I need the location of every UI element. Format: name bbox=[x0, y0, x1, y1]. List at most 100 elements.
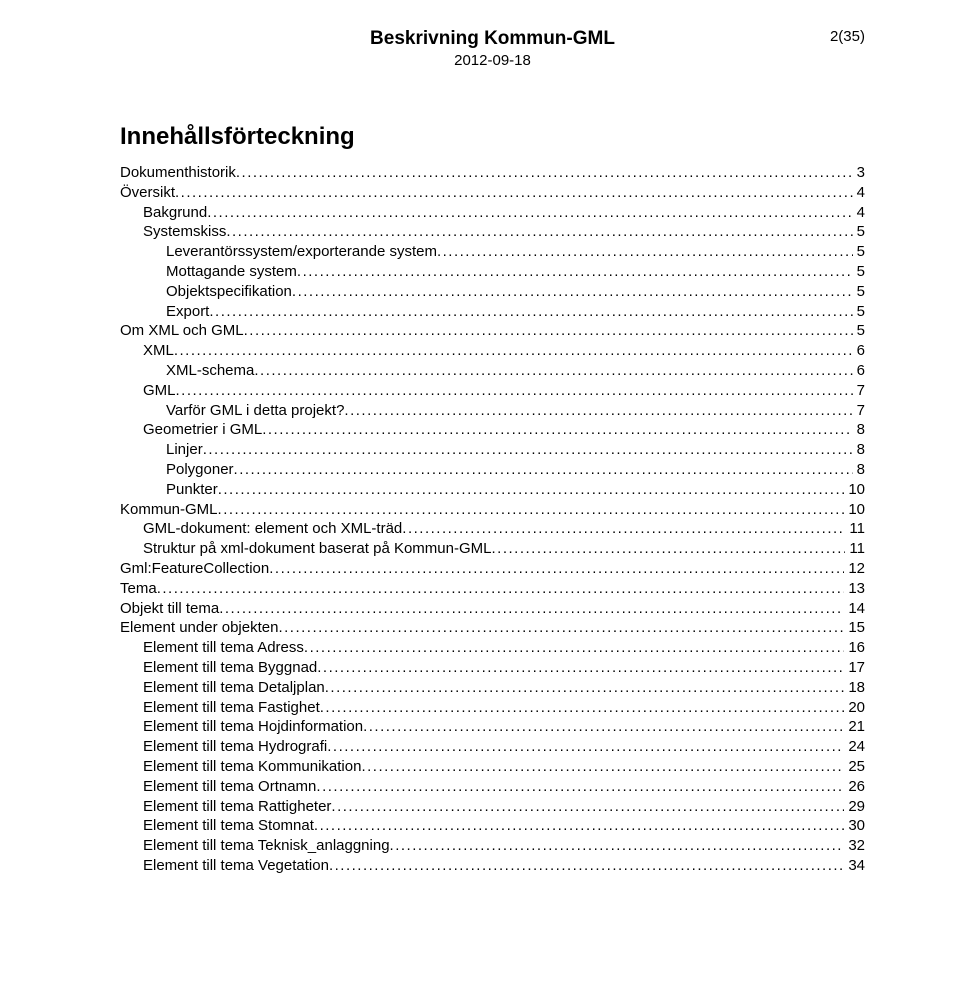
toc-entry-label: Systemskiss bbox=[143, 222, 226, 242]
toc-entry-label: Linjer bbox=[166, 440, 203, 460]
toc-entry[interactable]: Varför GML i detta projekt?7 bbox=[120, 401, 865, 421]
toc-entry[interactable]: Om XML och GML5 bbox=[120, 321, 865, 341]
toc-entry-page: 7 bbox=[853, 381, 865, 401]
toc-entry-label: Gml:FeatureCollection bbox=[120, 559, 269, 579]
toc-dots bbox=[316, 777, 844, 797]
toc-entry[interactable]: Tema13 bbox=[120, 579, 865, 599]
toc-entry-label: Översikt bbox=[120, 183, 175, 203]
toc-entry-label: Mottagande system bbox=[166, 262, 297, 282]
toc-entry[interactable]: Element till tema Hydrografi24 bbox=[120, 737, 865, 757]
toc-entry-page: 10 bbox=[844, 480, 865, 500]
toc-entry-label: Element till tema Hojdinformation bbox=[143, 717, 363, 737]
toc-entry-label: Tema bbox=[120, 579, 157, 599]
toc-dots bbox=[390, 836, 845, 856]
toc-entry[interactable]: Linjer 8 bbox=[120, 440, 865, 460]
toc-dots bbox=[363, 717, 844, 737]
toc-entry-page: 34 bbox=[844, 856, 865, 876]
toc-dots bbox=[219, 599, 844, 619]
toc-entry-label: Element till tema Kommunikation bbox=[143, 757, 361, 777]
toc-entry[interactable]: Punkter10 bbox=[120, 480, 865, 500]
toc-entry[interactable]: Struktur på xml-dokument baserat på Komm… bbox=[120, 539, 865, 559]
toc-entry[interactable]: Element till tema Detaljplan18 bbox=[120, 678, 865, 698]
toc-entry[interactable]: Kommun-GML 10 bbox=[120, 500, 865, 520]
toc-dots bbox=[218, 480, 845, 500]
toc-entry-page: 6 bbox=[853, 341, 865, 361]
toc-entry-label: Polygoner bbox=[166, 460, 234, 480]
toc-dots bbox=[157, 579, 845, 599]
toc-entry-label: Bakgrund bbox=[143, 203, 207, 223]
toc-dots bbox=[254, 361, 852, 381]
toc-entry[interactable]: GML 7 bbox=[120, 381, 865, 401]
toc-dots bbox=[402, 519, 845, 539]
toc-entry[interactable]: Element till tema Teknisk_anlaggning32 bbox=[120, 836, 865, 856]
toc-entry[interactable]: Export5 bbox=[120, 302, 865, 322]
toc-entry-label: GML bbox=[143, 381, 176, 401]
toc-entry-page: 8 bbox=[853, 460, 865, 480]
toc-entry-page: 8 bbox=[853, 440, 865, 460]
page: Beskrivning Kommun-GML 2(35) 2012-09-18 … bbox=[0, 0, 960, 990]
toc-entry[interactable]: Objektspecifikation5 bbox=[120, 282, 865, 302]
toc-entry-label: XML-schema bbox=[166, 361, 254, 381]
toc-entry[interactable]: Dokumenthistorik3 bbox=[120, 163, 865, 183]
toc-entry-label: Export bbox=[166, 302, 209, 322]
toc-entry[interactable]: Gml:FeatureCollection 12 bbox=[120, 559, 865, 579]
toc-entry[interactable]: Element till tema Byggnad 17 bbox=[120, 658, 865, 678]
toc-entry-label: Geometrier i GML bbox=[143, 420, 262, 440]
toc-dots bbox=[244, 321, 853, 341]
toc-entry-label: Element till tema Ortnamn bbox=[143, 777, 316, 797]
toc-entry[interactable]: GML-dokument: element och XML-träd11 bbox=[120, 519, 865, 539]
toc-entry[interactable]: Systemskiss5 bbox=[120, 222, 865, 242]
toc-entry[interactable]: Element till tema Rattigheter29 bbox=[120, 797, 865, 817]
toc-entry-page: 12 bbox=[844, 559, 865, 579]
toc-dots bbox=[297, 262, 853, 282]
toc-entry[interactable]: XML-schema6 bbox=[120, 361, 865, 381]
toc-dots bbox=[327, 737, 844, 757]
toc-entry[interactable]: Element till tema Vegetation34 bbox=[120, 856, 865, 876]
toc-entry[interactable]: Element till tema Hojdinformation21 bbox=[120, 717, 865, 737]
toc-entry[interactable]: Geometrier i GML8 bbox=[120, 420, 865, 440]
toc-entry[interactable]: Element under objekten15 bbox=[120, 618, 865, 638]
toc-dots bbox=[234, 460, 853, 480]
toc-dots bbox=[262, 420, 852, 440]
toc-dots bbox=[320, 698, 845, 718]
toc-entry-page: 11 bbox=[845, 519, 865, 539]
toc-entry-page: 10 bbox=[844, 500, 865, 520]
toc-dots bbox=[218, 500, 845, 520]
toc-entry[interactable]: XML 6 bbox=[120, 341, 865, 361]
toc-entry-page: 4 bbox=[853, 203, 865, 223]
toc-title: Innehållsförteckning bbox=[120, 123, 865, 151]
toc-entry-page: 17 bbox=[844, 658, 865, 678]
toc-entry-page: 29 bbox=[844, 797, 865, 817]
toc-dots bbox=[491, 539, 845, 559]
toc-entry[interactable]: Element till tema Ortnamn26 bbox=[120, 777, 865, 797]
toc-entry-label: Element till tema Fastighet bbox=[143, 698, 320, 718]
toc-entry-page: 7 bbox=[853, 401, 865, 421]
toc-entry[interactable]: Objekt till tema14 bbox=[120, 599, 865, 619]
toc-dots bbox=[176, 381, 853, 401]
toc-entry-label: Element till tema Detaljplan bbox=[143, 678, 325, 698]
toc-dots bbox=[437, 242, 853, 262]
toc-dots bbox=[331, 797, 844, 817]
toc-dots bbox=[203, 440, 853, 460]
toc-entry-page: 11 bbox=[845, 539, 865, 559]
toc-dots bbox=[175, 183, 853, 203]
toc-entry[interactable]: Mottagande system5 bbox=[120, 262, 865, 282]
toc-dots bbox=[304, 638, 844, 658]
toc-entry[interactable]: Leverantörssystem/exporterande system5 bbox=[120, 242, 865, 262]
toc-entry[interactable]: Element till tema Kommunikation25 bbox=[120, 757, 865, 777]
toc-dots bbox=[209, 302, 852, 322]
toc-entry[interactable]: Element till tema Stomnat30 bbox=[120, 816, 865, 836]
toc-entry-label: Kommun-GML bbox=[120, 500, 218, 520]
toc-entry-label: Om XML och GML bbox=[120, 321, 244, 341]
toc-entry[interactable]: Element till tema Adress16 bbox=[120, 638, 865, 658]
toc-entry[interactable]: Bakgrund 4 bbox=[120, 203, 865, 223]
toc-entry[interactable]: Översikt4 bbox=[120, 183, 865, 203]
page-header: Beskrivning Kommun-GML 2(35) 2012-09-18 bbox=[120, 28, 865, 88]
toc-entry[interactable]: Polygoner 8 bbox=[120, 460, 865, 480]
toc-entry-label: XML bbox=[143, 341, 174, 361]
toc-dots bbox=[269, 559, 844, 579]
toc-entry-page: 15 bbox=[844, 618, 865, 638]
toc-entry-page: 5 bbox=[853, 282, 865, 302]
toc-entry-label: Element till tema Byggnad bbox=[143, 658, 317, 678]
toc-entry[interactable]: Element till tema Fastighet20 bbox=[120, 698, 865, 718]
